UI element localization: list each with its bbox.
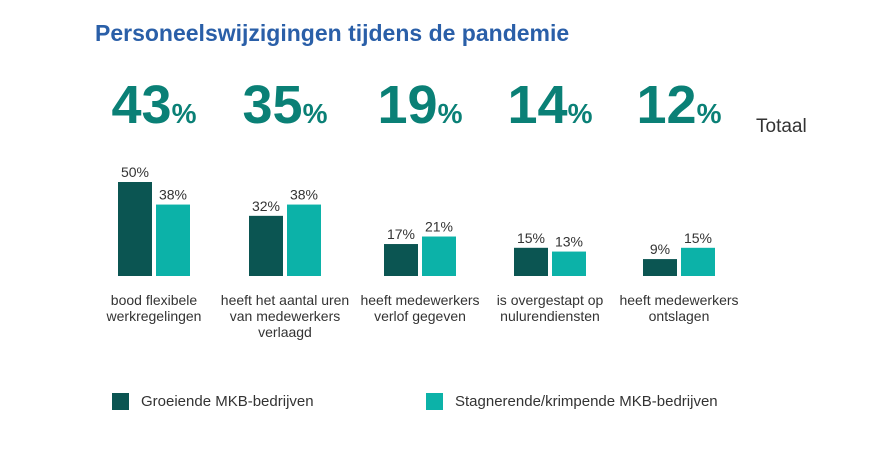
data-label-growing-1: 50% [121,164,149,180]
data-label-stagnating-2: 38% [290,187,318,203]
legend-swatch-stagnating [426,393,443,410]
bar-stagnating-1 [156,204,190,276]
bar-stagnating-4 [552,251,586,276]
total-number: 35 [242,75,303,135]
total-value-3: 19% [378,78,463,132]
bar-growing-4 [514,247,548,276]
legend-swatch-growing [112,393,129,410]
total-value-2: 35% [243,78,328,132]
total-value-5: 12% [637,78,722,132]
data-label-growing-2: 32% [252,198,280,214]
total-unit: % [171,98,197,129]
category-label-3: heeft medewerkers verlof gegeven [360,292,480,324]
legend-item-stagnating: Stagnerende/krimpende MKB-bedrijven [426,393,718,410]
legend-label-growing: Groeiende MKB-bedrijven [141,393,314,410]
category-label-1: bood flexibele werkregelingen [106,292,202,324]
data-label-stagnating-4: 13% [555,234,583,250]
data-label-growing-4: 15% [517,230,545,246]
legend-item-growing: Groeiende MKB-bedrijven [112,393,314,410]
totals-label: Totaal [756,116,807,137]
total-unit: % [302,98,328,129]
total-number: 14 [507,75,568,135]
bar-stagnating-2 [287,204,321,276]
chart-title: Personeelswijzigingen tijdens de pandemi… [95,20,570,46]
bar-growing-3 [384,244,418,276]
total-number: 43 [111,75,172,135]
bar-growing-2 [249,215,283,276]
total-value-4: 14% [508,78,593,132]
category-label-4: is overgestapt op nulurendiensten [496,292,604,324]
data-label-stagnating-1: 38% [159,187,187,203]
bar-growing-5 [643,259,677,276]
data-label-growing-3: 17% [387,226,415,242]
total-unit: % [696,98,722,129]
data-label-stagnating-3: 21% [425,219,453,235]
category-label-2: heeft het aantal uren van medewerkers ve… [220,292,350,340]
category-label-5: heeft medewerkers ontslagen [619,292,739,324]
data-label-growing-5: 9% [650,241,670,257]
total-unit: % [567,98,593,129]
total-number: 12 [636,75,697,135]
total-unit: % [437,98,463,129]
bar-stagnating-3 [422,236,456,276]
total-number: 19 [377,75,438,135]
data-label-stagnating-5: 15% [684,230,712,246]
total-value-1: 43% [112,78,197,132]
bar-growing-1 [118,182,152,276]
legend-label-stagnating: Stagnerende/krimpende MKB-bedrijven [455,393,718,410]
bar-stagnating-5 [681,247,715,276]
